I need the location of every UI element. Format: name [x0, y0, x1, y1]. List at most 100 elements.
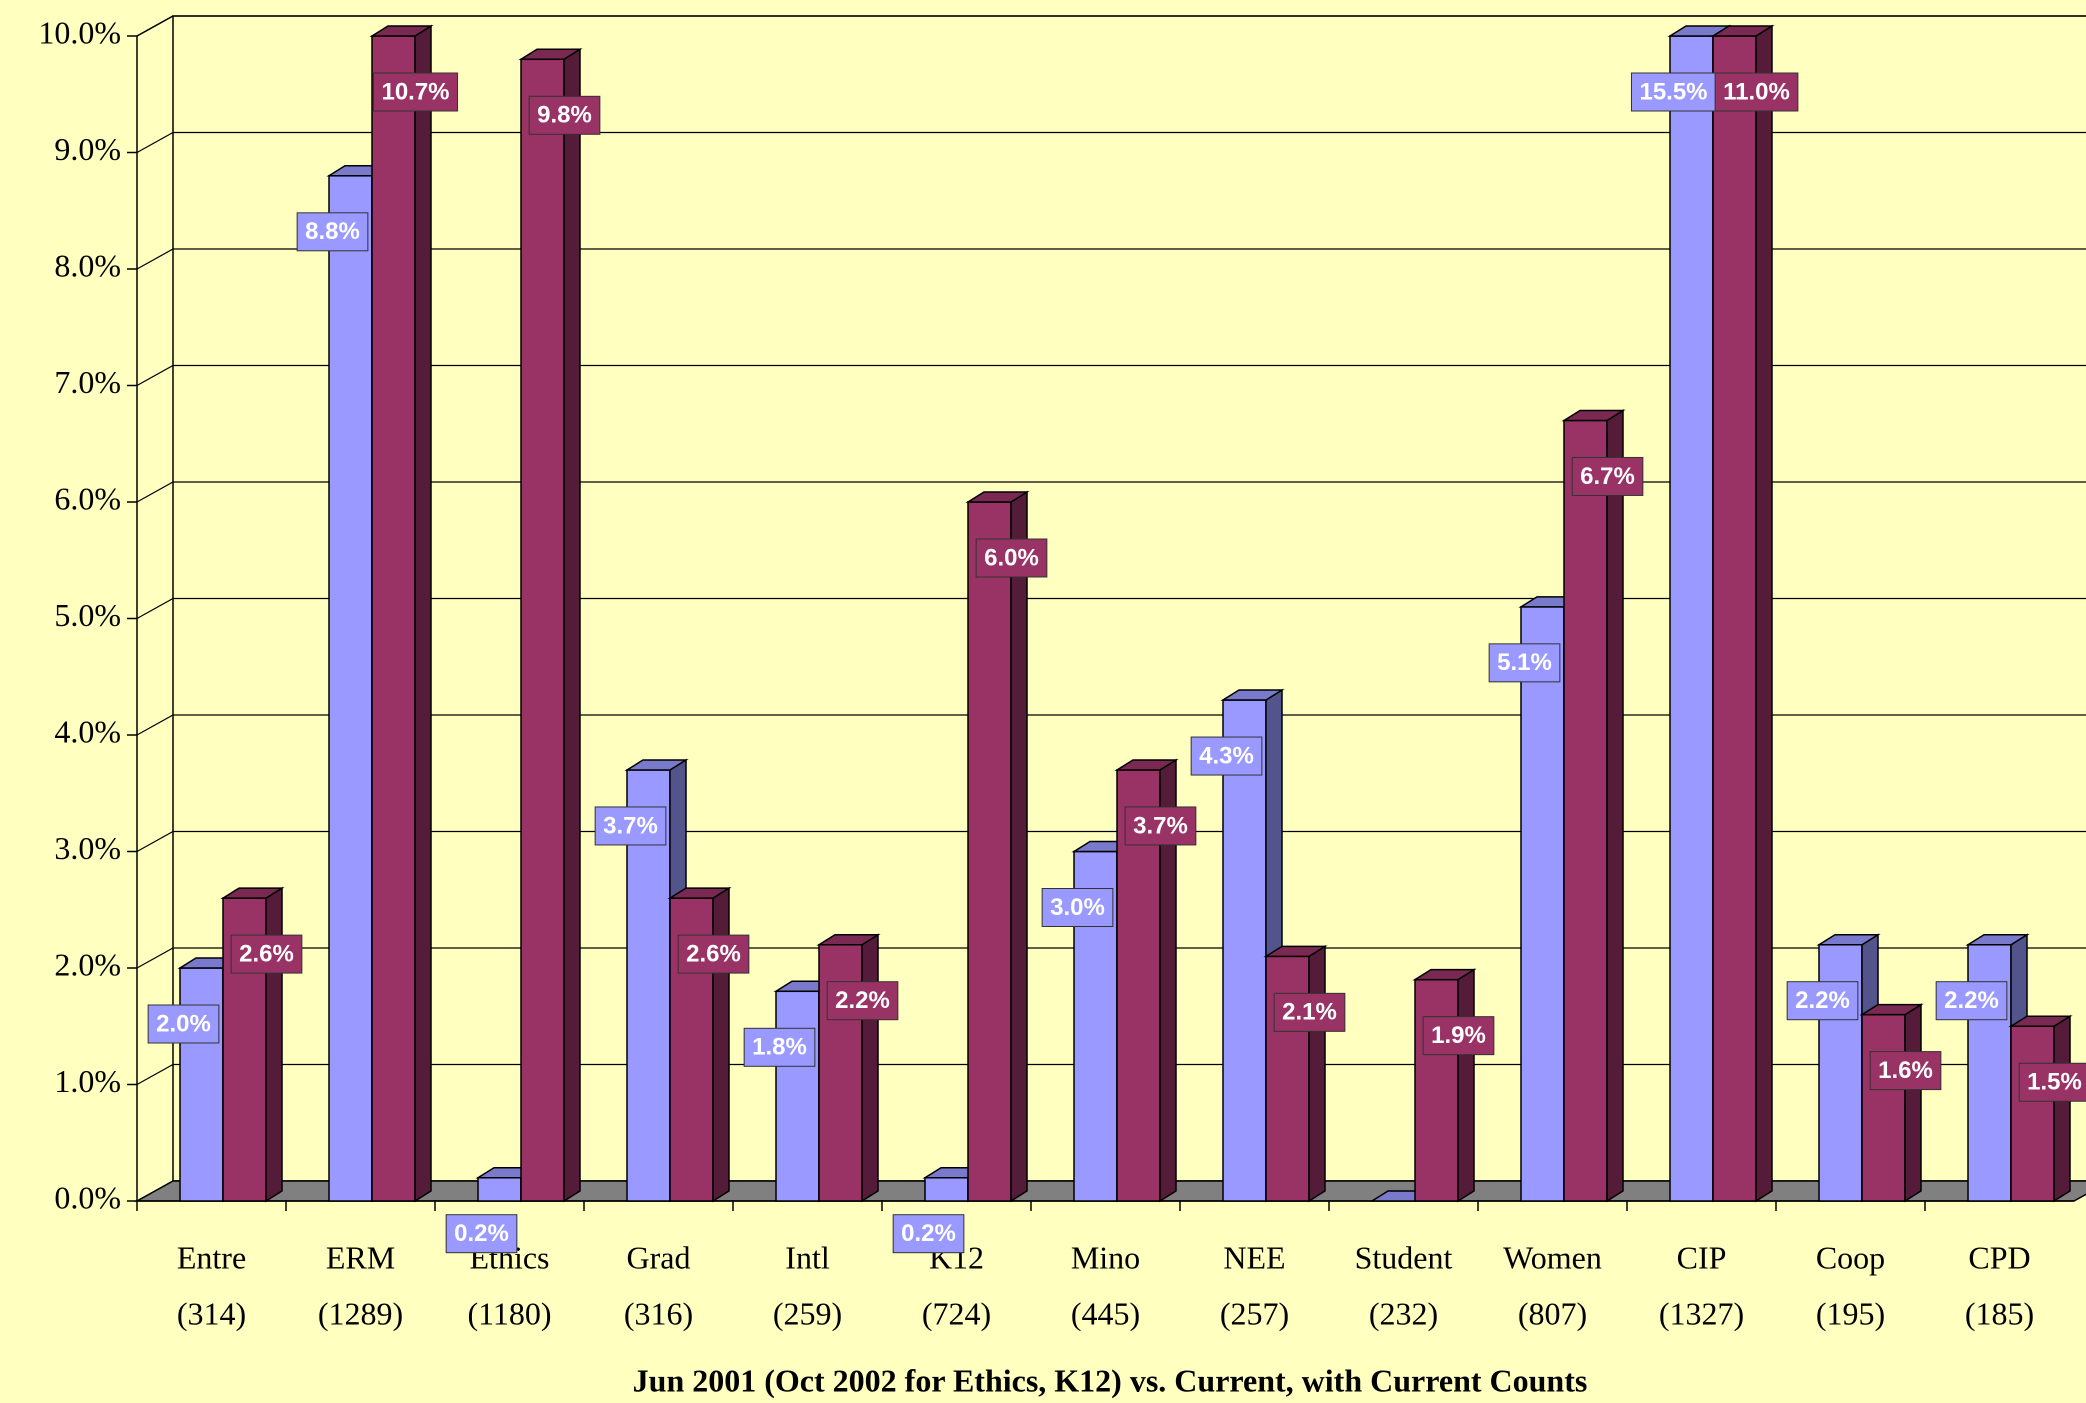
x-tick-label: Coop: [1816, 1239, 1885, 1275]
grid-line: [136, 714, 2086, 736]
grid-line: [136, 597, 2086, 620]
x-tick-label: Mino: [1071, 1239, 1140, 1275]
x-tick-label: CIP: [1677, 1239, 1727, 1275]
bar-top: [1220, 689, 1285, 701]
bar: [1563, 419, 1608, 1202]
bar-top: [1263, 945, 1328, 958]
grid-line: [136, 481, 2086, 503]
bar: [775, 990, 820, 1202]
bar: [477, 1176, 522, 1202]
bar-top: [518, 48, 583, 61]
value-label-box: [2018, 1062, 2086, 1102]
bar-side: [861, 933, 879, 1203]
value-label: 6.0%: [984, 544, 1039, 571]
x-tick-label: Entre: [177, 1239, 246, 1275]
value-label: 0.2%: [901, 1220, 956, 1247]
value-label: 2.2%: [1944, 987, 1999, 1014]
bar: [2010, 1025, 2055, 1202]
value-label-box: [372, 72, 459, 112]
grid-line: [136, 248, 2086, 270]
bar-top: [965, 491, 1030, 503]
bar-top: [1859, 1003, 1924, 1016]
value-label-box: [1630, 72, 1717, 112]
value-label: 2.6%: [686, 940, 741, 967]
value-label-box: [1786, 981, 1859, 1021]
x-tick-count: (1180): [467, 1295, 551, 1331]
bar: [1414, 978, 1459, 1202]
bar-top: [220, 887, 285, 899]
value-label: 1.6%: [1878, 1057, 1933, 1084]
value-label-box: [743, 1027, 816, 1067]
value-label-box: [445, 1214, 518, 1254]
x-tick-label: ERM: [326, 1239, 395, 1275]
value-label: 3.7%: [603, 812, 658, 839]
bar: [520, 58, 565, 1202]
grid-line: [136, 830, 2086, 853]
x-tick-count: (316): [624, 1295, 693, 1331]
x-tick-count: (195): [1816, 1295, 1885, 1331]
bar-side: [1457, 968, 1475, 1203]
bar: [1669, 35, 1714, 1202]
value-label-box: [892, 1214, 965, 1254]
value-label: 1.5%: [2027, 1069, 2082, 1096]
value-label-box: [528, 95, 601, 135]
value-label: 4.3%: [1199, 742, 1254, 769]
bar: [1520, 606, 1565, 1202]
value-label-box: [1935, 981, 2008, 1021]
y-tick-label: 4.0%: [54, 713, 121, 749]
x-tick-label: NEE: [1223, 1239, 1285, 1275]
bar: [1222, 699, 1267, 1202]
bar-side: [1904, 1003, 1922, 1203]
y-tick-label: 0.0%: [54, 1179, 121, 1215]
bar-top: [369, 25, 434, 37]
bar: [967, 501, 1012, 1202]
bar-side: [2053, 1014, 2071, 1203]
x-tick-count: (232): [1369, 1295, 1438, 1331]
y-tick-label: 7.0%: [54, 364, 121, 400]
bar-side: [414, 24, 432, 1203]
value-label: 2.1%: [1282, 999, 1337, 1026]
value-label-box: [296, 212, 369, 252]
bar: [924, 1176, 969, 1202]
bar-top: [1710, 25, 1775, 37]
bar-top: [2008, 1015, 2073, 1027]
y-tick-label: 10.0%: [38, 14, 121, 50]
value-label: 10.7%: [381, 78, 449, 105]
value-label-box: [230, 934, 303, 974]
x-tick-label: Women: [1503, 1239, 1602, 1275]
y-tick-label: 8.0%: [54, 247, 121, 283]
x-tick-label: Intl: [785, 1239, 830, 1275]
y-tick-label: 2.0%: [54, 946, 121, 982]
y-tick-label: 9.0%: [54, 131, 121, 167]
bar-top: [624, 759, 689, 771]
value-label: 2.6%: [239, 940, 294, 967]
x-tick-label: Student: [1355, 1239, 1453, 1275]
value-label-box: [677, 934, 750, 974]
bar-top: [1412, 968, 1477, 981]
value-label-box: [975, 538, 1048, 578]
grid-line: [136, 15, 2086, 37]
value-label-box: [1124, 806, 1197, 846]
x-axis-title: Jun 2001 (Oct 2002 for Ethics, K12) vs. …: [633, 1362, 1588, 1398]
value-label-box: [1273, 992, 1346, 1032]
value-label-box: [1041, 888, 1114, 927]
value-label-box: [1714, 72, 1799, 112]
x-tick-count: (314): [177, 1295, 246, 1331]
value-label-box: [594, 806, 667, 846]
value-label: 6.7%: [1580, 463, 1635, 490]
bar-side: [1755, 24, 1773, 1203]
grid-line: [136, 364, 2086, 387]
bar-top: [667, 887, 732, 899]
value-label: 1.8%: [752, 1034, 807, 1061]
value-label: 3.7%: [1133, 812, 1188, 839]
grid-line: [136, 131, 2086, 154]
value-label: 2.0%: [156, 1010, 211, 1037]
value-label: 1.9%: [1431, 1022, 1486, 1049]
value-label: 2.2%: [835, 987, 890, 1014]
y-tick-label: 1.0%: [54, 1063, 121, 1099]
value-label-box: [1422, 1016, 1495, 1056]
x-tick-count: (185): [1965, 1295, 2034, 1331]
bar-top: [816, 933, 881, 946]
bar: [1712, 35, 1757, 1202]
x-tick-count: (1289): [318, 1295, 403, 1331]
